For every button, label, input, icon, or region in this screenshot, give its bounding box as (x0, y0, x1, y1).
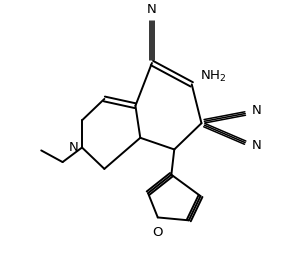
Text: NH$_2$: NH$_2$ (200, 69, 226, 84)
Text: N: N (252, 104, 262, 117)
Text: N: N (252, 139, 262, 152)
Text: N: N (147, 3, 157, 17)
Text: O: O (152, 226, 163, 239)
Text: N: N (68, 141, 78, 154)
